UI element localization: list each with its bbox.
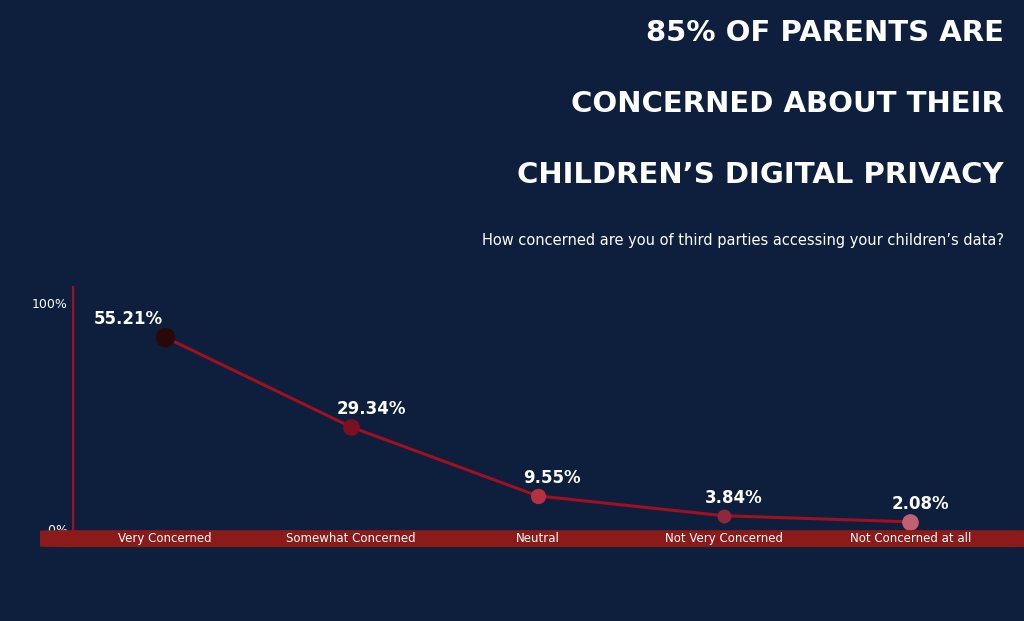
Text: Neutral: Neutral	[516, 532, 559, 545]
Text: CHILDREN’S DIGITAL PRIVACY: CHILDREN’S DIGITAL PRIVACY	[517, 161, 1004, 189]
Text: 85% OF PARENTS ARE: 85% OF PARENTS ARE	[645, 19, 1004, 47]
Text: 2.08%: 2.08%	[892, 495, 949, 513]
Text: CONCERNED ABOUT THEIR: CONCERNED ABOUT THEIR	[570, 90, 1004, 118]
Text: Very Concerned: Very Concerned	[118, 532, 212, 545]
Text: Not Very Concerned: Not Very Concerned	[665, 532, 783, 545]
Text: 55.21%: 55.21%	[94, 310, 163, 329]
Text: 3.84%: 3.84%	[706, 489, 763, 507]
Text: How concerned are you of third parties accessing your children’s data?: How concerned are you of third parties a…	[481, 233, 1004, 248]
Text: Somewhat Concerned: Somewhat Concerned	[287, 532, 416, 545]
FancyBboxPatch shape	[40, 530, 1024, 547]
Text: 29.34%: 29.34%	[336, 401, 406, 419]
Text: 9.55%: 9.55%	[522, 469, 581, 487]
Text: Not Concerned at all: Not Concerned at all	[850, 532, 971, 545]
